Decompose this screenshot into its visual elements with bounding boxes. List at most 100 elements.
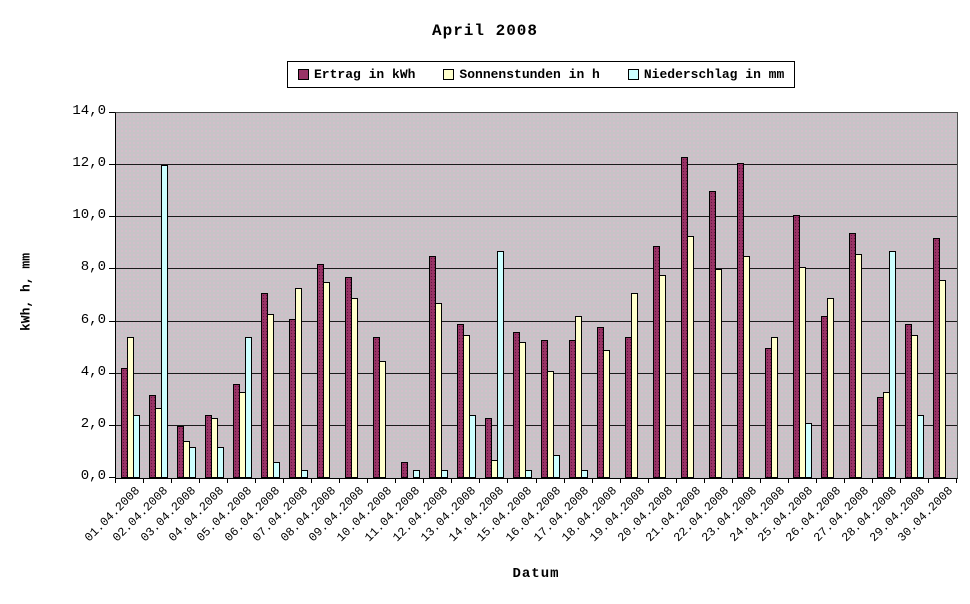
bar-sonnenstunden-12.04.2008: [435, 303, 442, 478]
y-tick-mark: [109, 425, 115, 426]
legend-item-ertrag: Ertrag in kWh: [298, 67, 415, 82]
bar-niederschlag-12.04.2008: [441, 470, 448, 478]
bar-sonnenstunden-06.04.2008: [267, 314, 274, 478]
bar-sonnenstunden-01.04.2008: [127, 337, 134, 478]
bar-sonnenstunden-16.04.2008: [547, 371, 554, 478]
x-tick-mark: [255, 478, 256, 483]
bar-niederschlag-02.04.2008: [161, 165, 168, 478]
x-tick-mark: [564, 478, 565, 483]
bar-sonnenstunden-10.04.2008: [379, 361, 386, 478]
x-tick-mark: [339, 478, 340, 483]
x-tick-mark: [900, 478, 901, 483]
x-tick-mark: [479, 478, 480, 483]
bar-niederschlag-28.04.2008: [889, 251, 896, 478]
bar-ertrag-11.04.2008: [401, 462, 408, 478]
y-tick-mark: [109, 321, 115, 322]
legend-item-niederschlag: Niederschlag in mm: [627, 67, 785, 82]
bar-sonnenstunden-27.04.2008: [855, 254, 862, 478]
x-axis-title: Datum: [512, 566, 560, 582]
legend-swatch: [443, 69, 455, 80]
bar-sonnenstunden-23.04.2008: [743, 256, 750, 478]
legend-label: Niederschlag in mm: [643, 67, 785, 82]
bar-niederschlag-05.04.2008: [245, 337, 252, 478]
y-tick-mark: [109, 164, 115, 165]
bar-niederschlag-15.04.2008: [525, 470, 532, 478]
x-tick-mark: [395, 478, 396, 483]
bar-ertrag-14.04.2008: [485, 418, 492, 478]
bar-sonnenstunden-09.04.2008: [351, 298, 358, 478]
x-tick-mark: [676, 478, 677, 483]
legend-swatch: [627, 69, 639, 80]
bar-sonnenstunden-17.04.2008: [575, 316, 582, 478]
bar-sonnenstunden-19.04.2008: [631, 293, 638, 478]
bar-sonnenstunden-20.04.2008: [659, 275, 666, 478]
bar-niederschlag-29.04.2008: [917, 415, 924, 478]
y-tick-label: 6,0: [80, 312, 106, 328]
x-tick-mark: [872, 478, 873, 483]
y-tick-label: 4,0: [80, 364, 106, 380]
legend-label: Sonnenstunden in h: [459, 67, 600, 82]
y-tick-label: 0,0: [80, 468, 106, 484]
gridline: [116, 373, 957, 374]
bar-niederschlag-11.04.2008: [413, 470, 420, 478]
y-tick-label: 14,0: [72, 103, 106, 119]
bar-sonnenstunden-21.04.2008: [687, 236, 694, 478]
x-tick-mark: [367, 478, 368, 483]
x-tick-mark: [760, 478, 761, 483]
x-tick-mark: [956, 478, 957, 483]
gridline: [116, 268, 957, 269]
legend-item-sonnenstunden: Sonnenstunden in h: [443, 67, 600, 82]
bar-sonnenstunden-25.04.2008: [799, 267, 806, 478]
x-tick-mark: [928, 478, 929, 483]
y-tick-mark: [109, 477, 115, 478]
bar-sonnenstunden-13.04.2008: [463, 335, 470, 478]
x-tick-mark: [592, 478, 593, 483]
y-tick-label: 10,0: [72, 207, 106, 223]
legend: Ertrag in kWh Sonnenstunden in h Nieders…: [287, 61, 796, 88]
bar-sonnenstunden-30.04.2008: [939, 280, 946, 478]
gridline: [116, 216, 957, 217]
bar-niederschlag-14.04.2008: [497, 251, 504, 478]
legend-label: Ertrag in kWh: [314, 67, 416, 82]
y-tick-mark: [109, 373, 115, 374]
bar-sonnenstunden-08.04.2008: [323, 282, 330, 478]
x-tick-mark: [171, 478, 172, 483]
bar-sonnenstunden-22.04.2008: [715, 269, 722, 478]
x-tick-mark: [199, 478, 200, 483]
plot-area: [115, 112, 958, 479]
y-tick-mark: [109, 268, 115, 269]
bar-niederschlag-03.04.2008: [189, 447, 196, 478]
legend-swatch: [298, 69, 309, 80]
y-tick-label: 12,0: [72, 155, 106, 171]
bar-niederschlag-06.04.2008: [273, 462, 280, 478]
x-tick-mark: [732, 478, 733, 483]
bar-niederschlag-25.04.2008: [805, 423, 812, 478]
bar-sonnenstunden-07.04.2008: [295, 288, 302, 478]
x-tick-mark: [507, 478, 508, 483]
x-tick-mark: [227, 478, 228, 483]
bar-sonnenstunden-29.04.2008: [911, 335, 918, 478]
x-tick-mark: [648, 478, 649, 483]
bar-sonnenstunden-26.04.2008: [827, 298, 834, 478]
bar-niederschlag-04.04.2008: [217, 447, 224, 478]
x-tick-mark: [115, 478, 116, 483]
y-tick-mark: [109, 216, 115, 217]
x-tick-mark: [423, 478, 424, 483]
x-tick-mark: [788, 478, 789, 483]
x-tick-mark: [536, 478, 537, 483]
y-tick-mark: [109, 112, 115, 113]
bar-niederschlag-01.04.2008: [133, 415, 140, 478]
bar-niederschlag-07.04.2008: [301, 470, 308, 478]
x-tick-mark: [620, 478, 621, 483]
bar-sonnenstunden-18.04.2008: [603, 350, 610, 478]
x-tick-mark: [844, 478, 845, 483]
gridline: [116, 425, 957, 426]
chart-title: April 2008: [431, 22, 538, 40]
bar-sonnenstunden-15.04.2008: [519, 342, 526, 478]
bar-niederschlag-13.04.2008: [469, 415, 476, 478]
y-tick-label: 8,0: [80, 259, 106, 275]
bar-niederschlag-17.04.2008: [581, 470, 588, 478]
gridline: [116, 164, 957, 165]
x-tick-mark: [704, 478, 705, 483]
bar-sonnenstunden-24.04.2008: [771, 337, 778, 478]
